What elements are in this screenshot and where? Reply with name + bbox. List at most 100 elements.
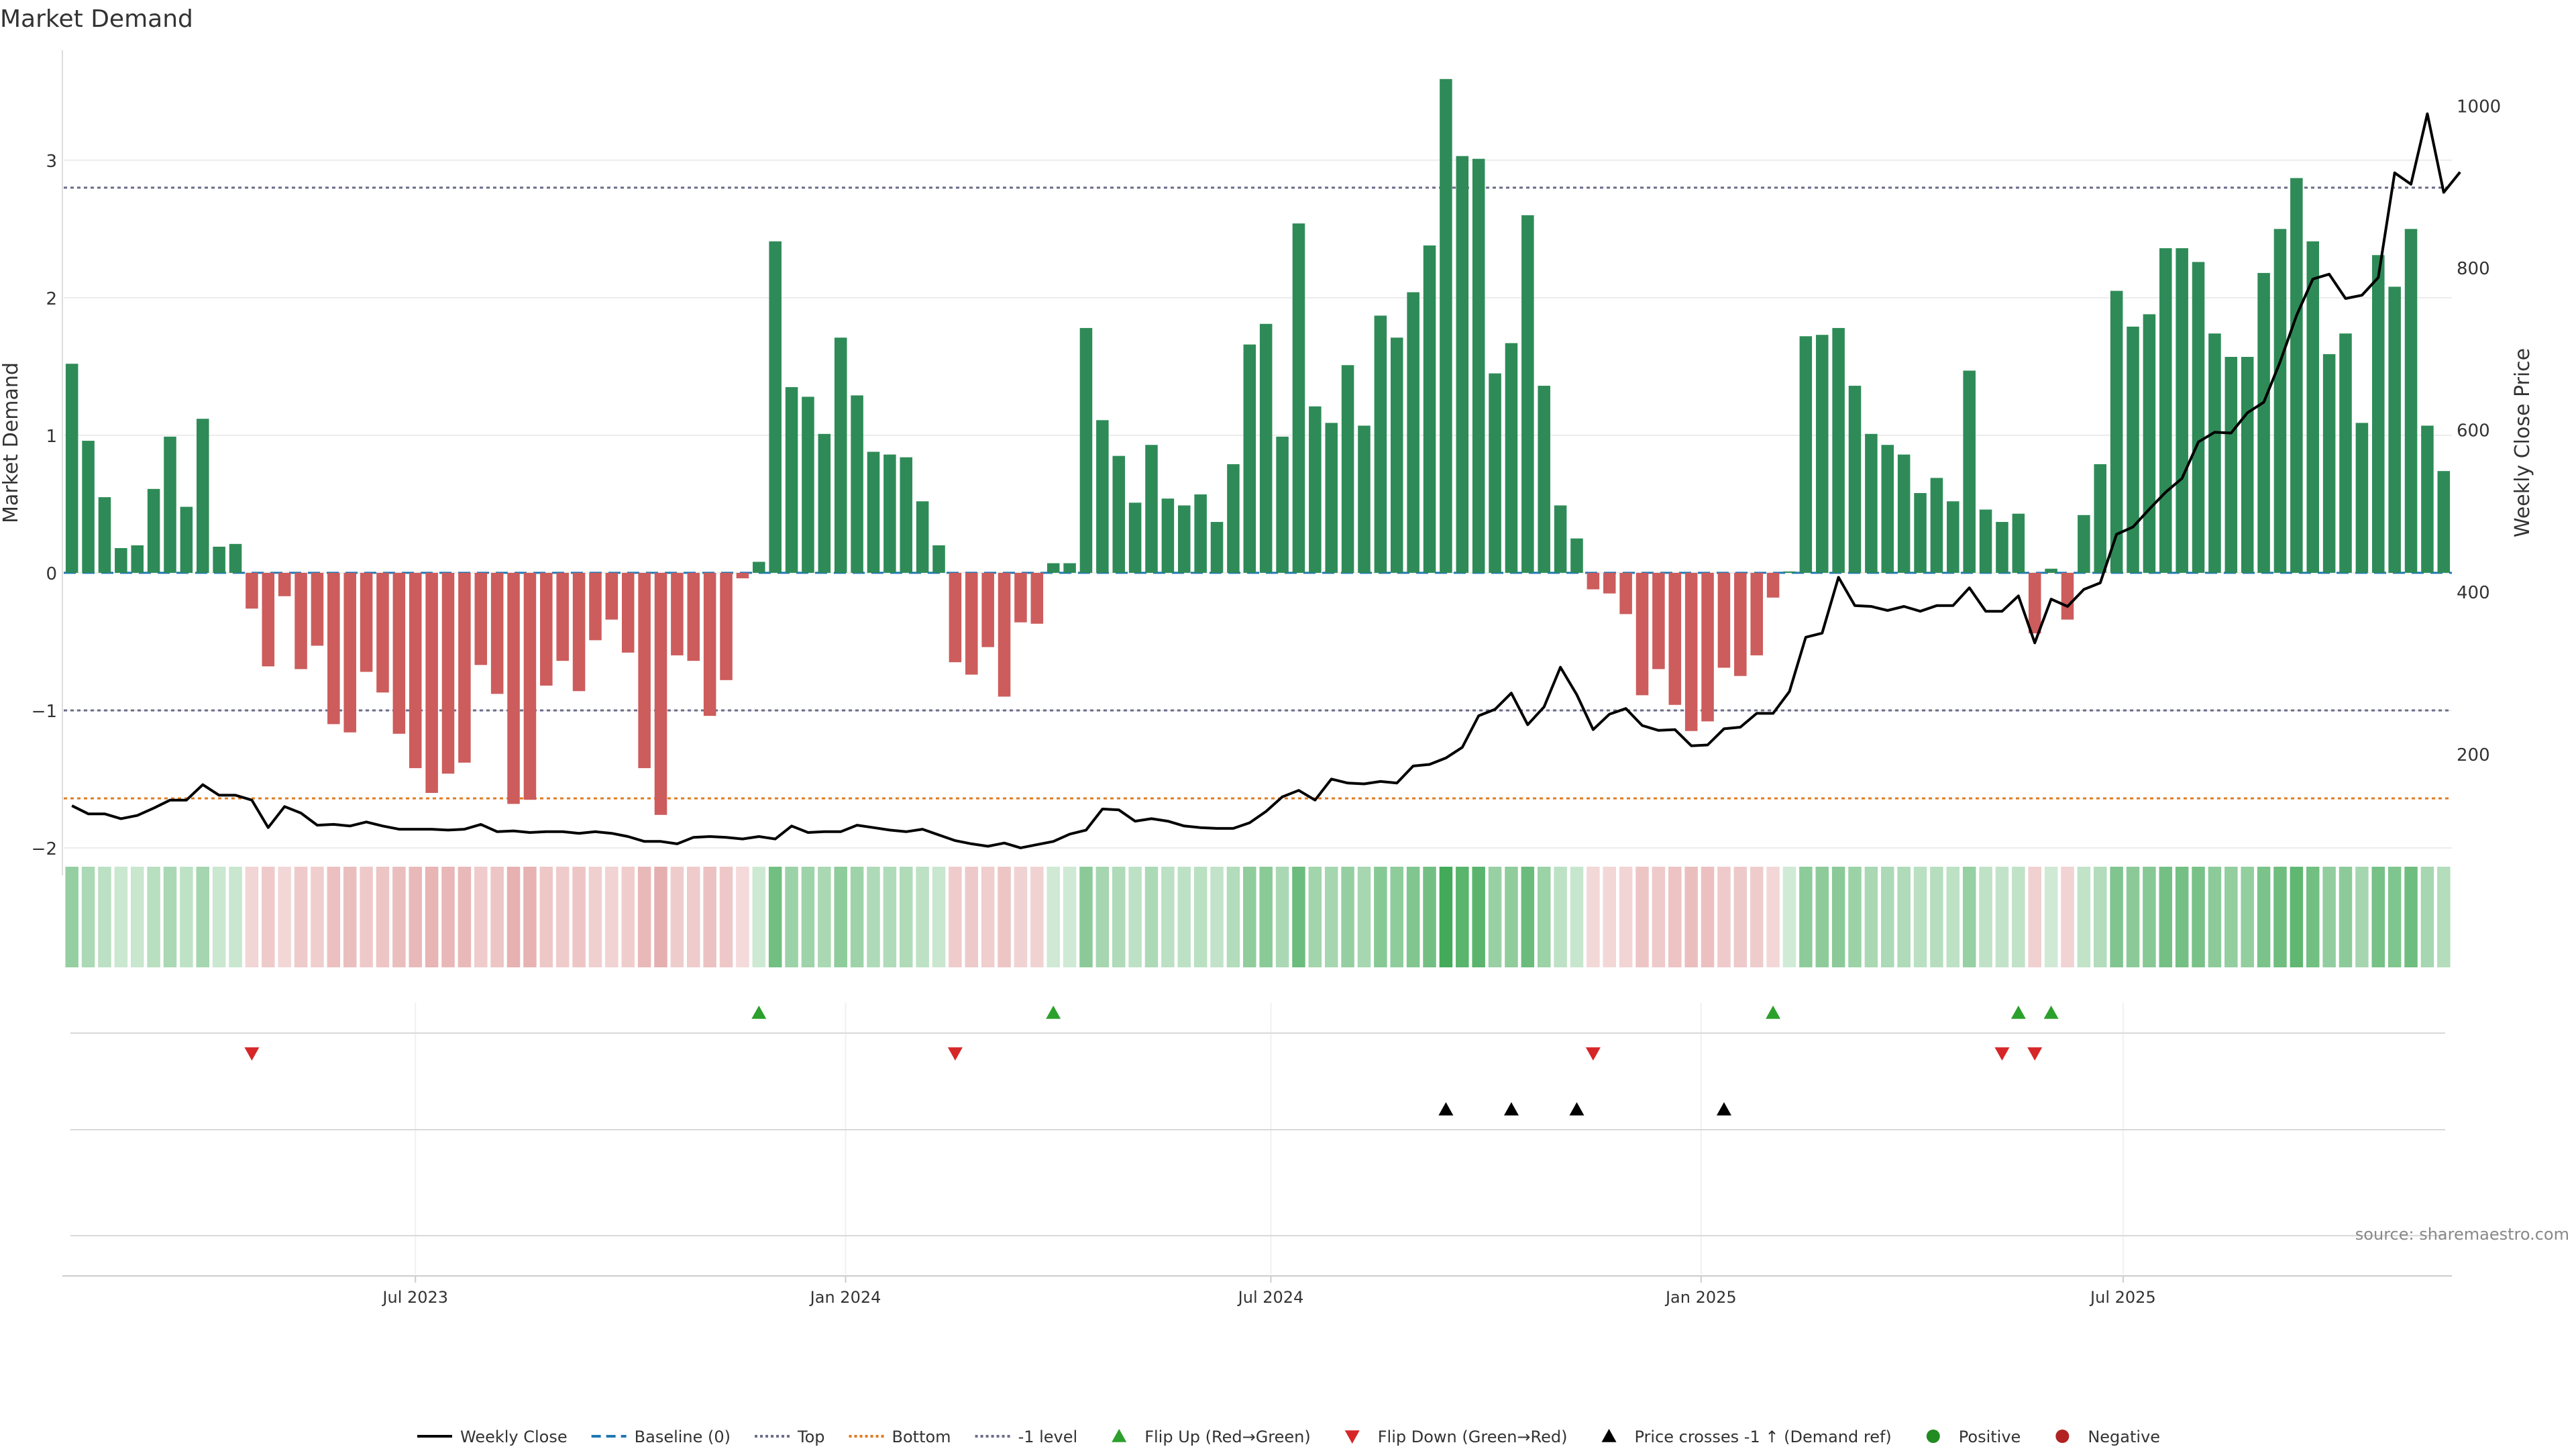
reference-lines [64,186,2452,800]
demand-bar [1652,572,1665,669]
strip-cell [1962,867,1976,967]
strip-cell [981,867,995,967]
legend-label: Baseline (0) [635,1428,731,1446]
demand-bar [1554,505,1567,573]
strip-cell [2208,867,2222,967]
strip-cell [1079,867,1093,967]
demand-bar [981,572,994,647]
demand-bar [1865,433,1878,573]
strip-cell [2371,867,2385,967]
strip-cell [360,867,373,967]
demand-bar [1030,572,1044,624]
flip-down-marker [947,1047,963,1061]
demand-bar [1750,572,1763,655]
demand-bar [246,572,258,609]
strip-cell [163,867,177,967]
strip-cell [900,867,913,967]
strip-cell [1930,867,1943,967]
demand-bar [1717,572,1731,668]
strip-cell [2404,867,2418,967]
strip-cell [409,867,422,967]
strip-cell [539,867,553,967]
strip-cell [670,867,684,967]
strip-cell [752,867,766,967]
legend-swatch [1926,1430,1940,1443]
strip-cell [932,867,946,967]
demand-bar [1341,365,1354,573]
demand-bar [638,572,651,769]
demand-bar [1668,572,1682,705]
demand-bar [1897,454,1911,573]
demand-bar [1374,315,1387,573]
strip-cell [703,867,716,967]
demand-bar [785,387,798,573]
strip-cell [2290,867,2304,967]
strip-cell [2322,867,2336,967]
demand-bar [2143,314,2156,573]
strip-cell [1717,867,1731,967]
strip-cell [572,867,586,967]
strip-cell [441,867,455,967]
legend-swatch [2055,1430,2070,1443]
strip-cell [2061,867,2074,967]
demand-bar [98,497,111,573]
legend-label: Weekly Close [460,1428,568,1446]
strip-cell [376,867,390,967]
y-tick-label: −1 [32,702,57,722]
strip-cell [1799,867,1813,967]
strip-cell [1864,867,1878,967]
demand-bar [1684,572,1698,731]
strip-cell [785,867,798,967]
strip-cell [2012,867,2025,967]
flip-up-marker [2010,1006,2026,1019]
strip-cell [1063,867,1077,967]
strip-cell [196,867,210,967]
demand-bar [916,501,929,573]
demand-bar [343,572,356,733]
demand-bar [753,561,765,573]
legend-label: Positive [1959,1428,2021,1446]
demand-bar [769,241,782,573]
demand-bar [1570,538,1583,573]
demand-bar [1046,563,1060,573]
demand-bar [1407,292,1419,573]
strip-cell [1406,867,1420,967]
strip-cell [1144,867,1159,967]
demand-bar [1603,572,1616,594]
demand-bar [1178,505,1191,573]
strip-cell [1374,867,1387,967]
demand-bar [458,572,471,763]
demand-bar [1128,502,1142,573]
demand-bar [2061,572,2074,620]
source-note: source: sharemaestro.com [2355,1225,2569,1244]
demand-bar [2192,262,2205,573]
strip-cell [2273,867,2287,967]
demand-bar [1063,563,1076,573]
x-tick-label: Jan 2025 [1664,1288,1737,1307]
strip-cell [1243,867,1256,967]
demand-bar [1161,498,1175,573]
demand-bar [1440,78,1452,573]
demand-bar [1538,386,1550,573]
demand-bar [802,396,814,573]
demand-bar [1635,572,1649,696]
demand-bar [1112,455,1126,573]
strip-cell [2143,867,2156,967]
strip-cell [834,867,847,967]
demand-bar [1766,572,1780,598]
demand-bar [1979,509,1992,573]
flip-up-marker [1046,1006,1061,1019]
demand-bar [605,572,619,620]
strip-cell [818,867,831,967]
strip-cell [1635,867,1649,967]
demand-bar [1472,158,1485,573]
demand-bar [213,546,225,573]
strip-cell [180,867,193,967]
strip-cell [1505,867,1518,967]
x-tick-label: Jul 2025 [2089,1288,2156,1307]
strip-cell [2241,867,2254,967]
strip-cell [2420,867,2434,967]
strip-cell [2224,867,2238,967]
demand-bar [1227,464,1240,573]
demand-bar [1390,337,1403,573]
